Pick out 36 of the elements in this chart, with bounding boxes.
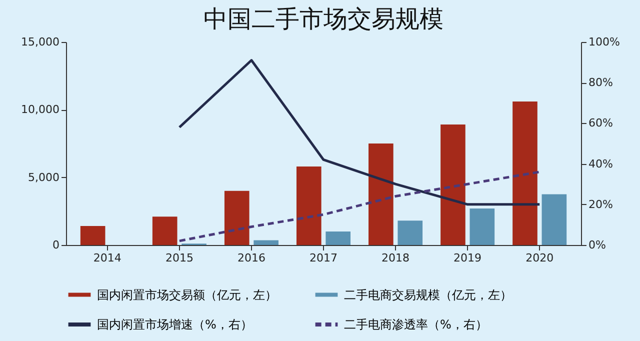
bar [470,208,495,245]
chart-title: 中国二手市场交易规模 [204,5,444,33]
y2-tick-label: 40% [588,157,613,170]
bar [80,226,106,245]
x-tick-label: 2020 [526,252,554,264]
bar [368,144,394,245]
y2-tick-label: 20% [588,198,613,211]
x-tick-label: 2014 [93,252,122,264]
line-series [178,170,541,242]
bar [296,166,322,245]
bar [440,124,466,245]
y2-tick-label: 100% [588,36,620,48]
bar [326,231,351,245]
x-tick-label: 2016 [237,252,266,264]
legend-label: 国内闲置市场交易额（亿元，左） [97,288,277,302]
x-tick-label: 2017 [310,252,338,264]
x-tick-label: 2018 [382,252,410,264]
y-tick-label: 5,000 [28,170,60,184]
bar [398,220,423,245]
line-series [178,59,541,206]
y2-tick-label: 80% [588,76,613,90]
y-tick-label: 0 [52,238,60,252]
y-tick-label: 10,000 [21,103,60,116]
bar [152,216,178,245]
legend-label: 国内闲置市场增速（%，右） [97,318,252,332]
bar [542,194,567,245]
legend-label: 二手电商交易规模（亿元，左） [344,288,512,302]
x-tick-label: 2019 [454,252,482,264]
y2-tick-label: 0% [588,238,606,252]
bar [512,102,538,245]
bar [224,190,250,245]
y-tick-label: 15,000 [21,36,60,48]
y2-tick-label: 60% [588,116,613,130]
x-tick-label: 2015 [165,252,194,264]
legend-label: 二手电商渗透率（%，右） [344,318,488,332]
bar [254,240,278,245]
